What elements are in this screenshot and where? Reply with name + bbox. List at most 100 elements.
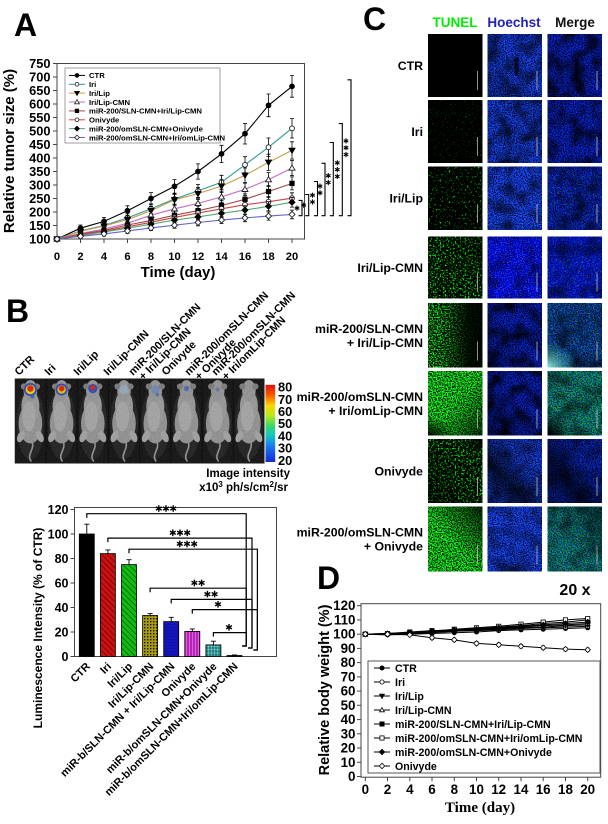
svg-text:120: 120 [48, 503, 69, 517]
svg-text:B: B [6, 293, 29, 329]
svg-text:+ Iri/omLip-CMN: + Iri/omLip-CMN [328, 404, 423, 418]
svg-text:20: 20 [278, 453, 292, 468]
svg-text:miR-200/SLN-CMN: miR-200/SLN-CMN [315, 322, 423, 336]
svg-text:miR-200/omSLN-CMN: miR-200/omSLN-CMN [297, 390, 424, 404]
svg-text:Iri: Iri [43, 362, 59, 378]
svg-text:200: 200 [29, 205, 50, 220]
svg-text:10: 10 [168, 251, 180, 263]
svg-text:4: 4 [101, 251, 108, 263]
svg-text:Luminescence Intensity (% of C: Luminescence Intensity (% of CTR) [31, 528, 45, 729]
svg-text:40: 40 [55, 601, 69, 615]
svg-text:120: 120 [333, 598, 355, 613]
svg-text:Time (day): Time (day) [141, 264, 216, 281]
svg-text:90: 90 [341, 641, 356, 656]
svg-text:300: 300 [29, 178, 50, 193]
svg-text:450: 450 [29, 137, 50, 152]
svg-text:Hoechst: Hoechst [487, 15, 541, 30]
svg-text:2: 2 [77, 251, 83, 263]
svg-text:D: D [317, 560, 340, 596]
svg-text:Merge: Merge [555, 15, 595, 30]
svg-text:6: 6 [428, 782, 435, 797]
svg-text:20: 20 [286, 251, 298, 263]
svg-text:miR-200/omSLN-CMN+Onivyde: miR-200/omSLN-CMN+Onivyde [395, 747, 552, 759]
svg-text:miR-200/omSLN-CMN: miR-200/omSLN-CMN [297, 526, 424, 540]
svg-text:30: 30 [341, 726, 356, 741]
svg-text:70: 70 [341, 669, 356, 684]
svg-text:CTR: CTR [89, 71, 105, 80]
svg-text:6: 6 [124, 251, 130, 263]
svg-text:+ Onivyde: + Onivyde [364, 540, 423, 554]
svg-text:Iri/Lip: Iri/Lip [72, 348, 102, 378]
svg-text:14: 14 [215, 251, 228, 263]
svg-text:Onivyde: Onivyde [395, 761, 437, 773]
svg-text:18: 18 [558, 782, 573, 797]
svg-text:Iri/Lip-CMN: Iri/Lip-CMN [89, 98, 130, 107]
svg-text:100: 100 [29, 232, 50, 247]
svg-text:50: 50 [341, 698, 356, 713]
svg-text:100: 100 [48, 528, 69, 542]
svg-text:Onivyde: Onivyde [89, 116, 120, 125]
svg-text:Iri/Lip-CMN: Iri/Lip-CMN [395, 705, 452, 717]
svg-text:Iri/Lip: Iri/Lip [395, 691, 424, 703]
svg-text:Onivyde: Onivyde [374, 464, 423, 478]
svg-text:Image intensity: Image intensity [206, 468, 290, 480]
svg-text:20: 20 [341, 741, 356, 756]
svg-text:CTR: CTR [398, 59, 423, 73]
svg-text:110: 110 [334, 612, 356, 627]
svg-text:50: 50 [278, 416, 292, 431]
svg-text:0: 0 [348, 769, 355, 784]
svg-text:CTR: CTR [68, 661, 93, 686]
svg-text:Time (day): Time (day) [445, 800, 515, 816]
svg-text:miR-200/SLN-CMN+Iri/Lip-CMN: miR-200/SLN-CMN+Iri/Lip-CMN [89, 107, 202, 116]
svg-text:Iri: Iri [89, 80, 96, 89]
svg-text:60: 60 [278, 404, 292, 419]
svg-text:700: 700 [29, 70, 50, 85]
svg-text:40: 40 [341, 712, 356, 727]
svg-text:Iri: Iri [395, 677, 405, 689]
svg-text:12: 12 [491, 782, 506, 797]
svg-text:8: 8 [451, 782, 459, 797]
svg-text:80: 80 [55, 552, 69, 566]
svg-text:10: 10 [341, 755, 356, 770]
svg-text:750: 750 [29, 56, 50, 71]
svg-text:C: C [363, 1, 386, 37]
svg-text:2: 2 [384, 782, 391, 797]
svg-text:20 x: 20 x [559, 582, 590, 599]
svg-text:Iri/Lip-CMN: Iri/Lip-CMN [357, 261, 423, 275]
svg-text:18: 18 [262, 251, 274, 263]
svg-text:10: 10 [469, 782, 484, 797]
svg-text:250: 250 [29, 191, 50, 206]
svg-text:60: 60 [341, 684, 356, 699]
svg-text:600: 600 [29, 97, 50, 112]
svg-text:0: 0 [54, 251, 60, 263]
svg-text:14: 14 [514, 782, 529, 797]
svg-text:40: 40 [278, 428, 292, 443]
svg-text:A: A [14, 7, 37, 43]
svg-text:550: 550 [29, 110, 50, 125]
svg-text:TUNEL: TUNEL [433, 15, 478, 30]
svg-text:100: 100 [333, 627, 355, 642]
svg-text:Iri: Iri [98, 661, 114, 677]
svg-text:4: 4 [406, 782, 414, 797]
svg-text:500: 500 [29, 124, 50, 139]
svg-text:CTR: CTR [13, 354, 38, 379]
svg-text:12: 12 [192, 251, 204, 263]
svg-text:70: 70 [278, 392, 292, 407]
svg-text:0: 0 [62, 650, 69, 664]
svg-text:+ Iri/Lip-CMN: + Iri/Lip-CMN [347, 336, 423, 350]
svg-text:miR-200/omSLN-CMN+Iri/omLip-CM: miR-200/omSLN-CMN+Iri/omLip-CMN [395, 733, 582, 745]
svg-text:Iri/Lip: Iri/Lip [89, 89, 110, 98]
svg-text:miR-200/omSLN-CMN+Onivyde: miR-200/omSLN-CMN+Onivyde [89, 124, 204, 133]
svg-text:80: 80 [278, 380, 292, 395]
svg-text:Iri: Iri [411, 125, 423, 139]
svg-text:Relative tumor size (%): Relative tumor size (%) [1, 69, 18, 233]
svg-text:20: 20 [580, 782, 595, 797]
svg-text:650: 650 [29, 83, 50, 98]
svg-text:CTR: CTR [395, 663, 417, 675]
svg-text:Relative body weight (%): Relative body weight (%) [317, 604, 333, 775]
svg-text:Iri/Lip: Iri/Lip [390, 192, 423, 206]
svg-text:30: 30 [278, 441, 292, 456]
svg-text:400: 400 [29, 151, 50, 166]
svg-text:miR-200/omSLN-CMN+Iri/omLip-CM: miR-200/omSLN-CMN+Iri/omLip-CMN [89, 133, 225, 142]
svg-text:x103 ph/s/cm2/sr: x103 ph/s/cm2/sr [199, 480, 288, 494]
